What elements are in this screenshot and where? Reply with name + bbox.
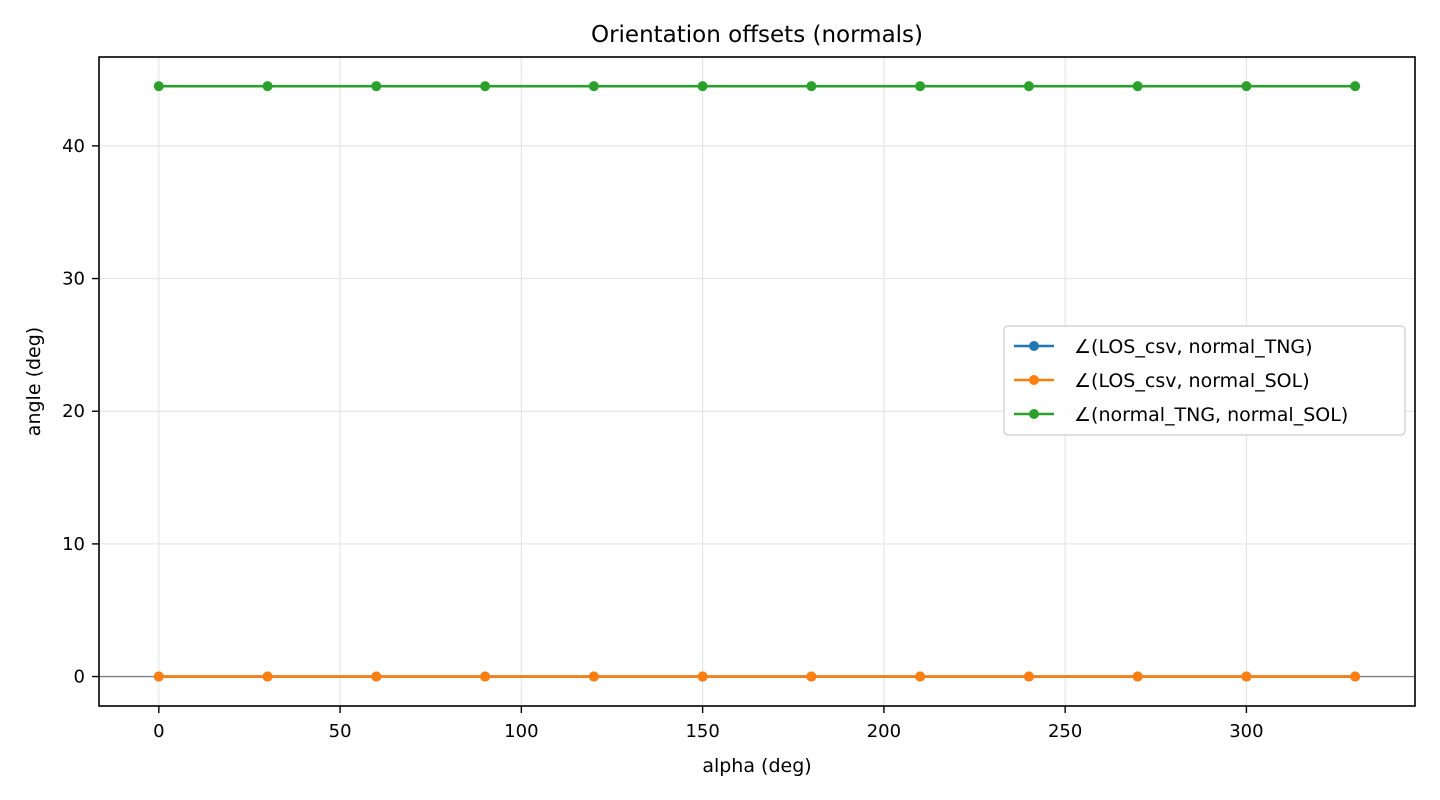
data-point — [697, 81, 708, 92]
y-tick-label: 0 — [74, 667, 85, 688]
data-point — [1023, 671, 1034, 682]
series-3 — [153, 81, 1361, 92]
data-point — [1132, 671, 1143, 682]
data-point — [1350, 671, 1361, 682]
data-point — [1023, 81, 1034, 92]
data-point — [1132, 81, 1143, 92]
legend-item: ∠(LOS_csv, normal_SOL) — [1014, 370, 1310, 392]
legend-label: ∠(normal_TNG, normal_SOL) — [1074, 404, 1348, 426]
data-point — [1241, 81, 1252, 92]
data-point — [806, 81, 817, 92]
legend-swatch-marker — [1029, 341, 1039, 351]
x-tick-label: 300 — [1229, 721, 1263, 742]
legend-box — [1003, 325, 1406, 436]
data-point — [915, 81, 926, 92]
data-point — [588, 671, 599, 682]
x-tick-label: 0 — [153, 721, 164, 742]
data-point — [371, 671, 382, 682]
y-tick-label: 40 — [62, 136, 85, 157]
y-axis-ticks: 0 10 20 30 40 — [62, 136, 99, 688]
x-tick-label: 50 — [329, 721, 352, 742]
data-point — [1241, 671, 1252, 682]
data-point — [153, 671, 164, 682]
x-tick-label: 200 — [867, 721, 901, 742]
x-axis-ticks: 0 50 100 150 200 250 300 — [153, 706, 1264, 742]
legend-swatch-marker — [1029, 409, 1039, 419]
data-point — [371, 81, 382, 92]
series-2 — [153, 671, 1361, 682]
chart-title: Orientation offsets (normals) — [591, 22, 923, 48]
x-tick-label: 100 — [504, 721, 538, 742]
data-point — [1350, 81, 1361, 92]
legend-swatch-marker — [1029, 375, 1039, 385]
data-point — [153, 81, 164, 92]
x-tick-label: 150 — [685, 721, 719, 742]
y-tick-label: 20 — [62, 401, 85, 422]
series-layer — [153, 81, 1361, 682]
y-tick-label: 10 — [62, 534, 85, 555]
legend-label: ∠(LOS_csv, normal_TNG) — [1074, 336, 1313, 358]
x-axis-label: alpha (deg) — [702, 755, 811, 777]
data-point — [480, 671, 491, 682]
legend-label: ∠(LOS_csv, normal_SOL) — [1074, 370, 1310, 392]
legend-item: ∠(LOS_csv, normal_TNG) — [1014, 336, 1313, 358]
data-point — [588, 81, 599, 92]
data-point — [262, 81, 273, 92]
y-axis-label: angle (deg) — [23, 327, 45, 436]
data-point — [480, 81, 491, 92]
data-point — [262, 671, 273, 682]
data-point — [806, 671, 817, 682]
legend-item: ∠(normal_TNG, normal_SOL) — [1014, 404, 1348, 426]
legend: ∠(LOS_csv, normal_TNG) ∠(LOS_csv, normal_… — [1003, 325, 1406, 436]
data-point — [915, 671, 926, 682]
plot-frame — [98, 56, 1416, 707]
x-tick-label: 250 — [1048, 721, 1082, 742]
y-tick-label: 30 — [62, 269, 85, 290]
data-point — [697, 671, 708, 682]
